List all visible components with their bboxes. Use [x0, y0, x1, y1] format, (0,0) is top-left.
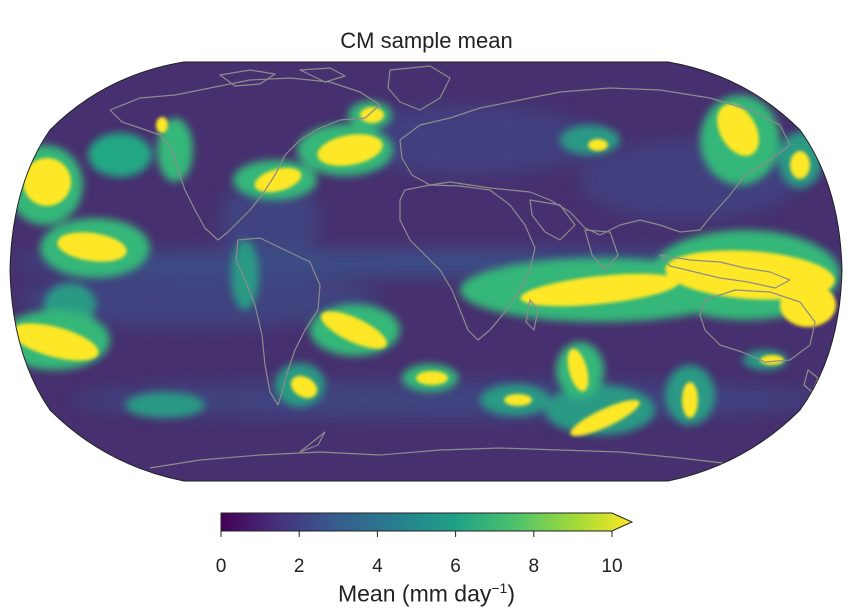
- colorbar-tick-label: 2: [294, 556, 305, 577]
- coastlines: [109, 65, 819, 473]
- map-boundary: [9, 61, 843, 482]
- colorbar-ticks: 0 2 4 6 8 10: [216, 531, 623, 577]
- map-title: CM sample mean: [340, 28, 513, 53]
- precipitation-field: [10, 62, 842, 481]
- colorbar: 0 2 4 6 8 10: [216, 512, 634, 577]
- colorbar-label: Mean (mm day−1): [337, 580, 515, 607]
- colorbar-tick-label: 10: [601, 556, 622, 577]
- colorbar-tick-label: 8: [529, 556, 540, 577]
- colorbar-tick-label: 4: [372, 556, 383, 577]
- colorbar-bar: [220, 512, 634, 532]
- colorbar-tick-label: 0: [216, 556, 227, 577]
- colorbar-tick-label: 6: [450, 556, 461, 577]
